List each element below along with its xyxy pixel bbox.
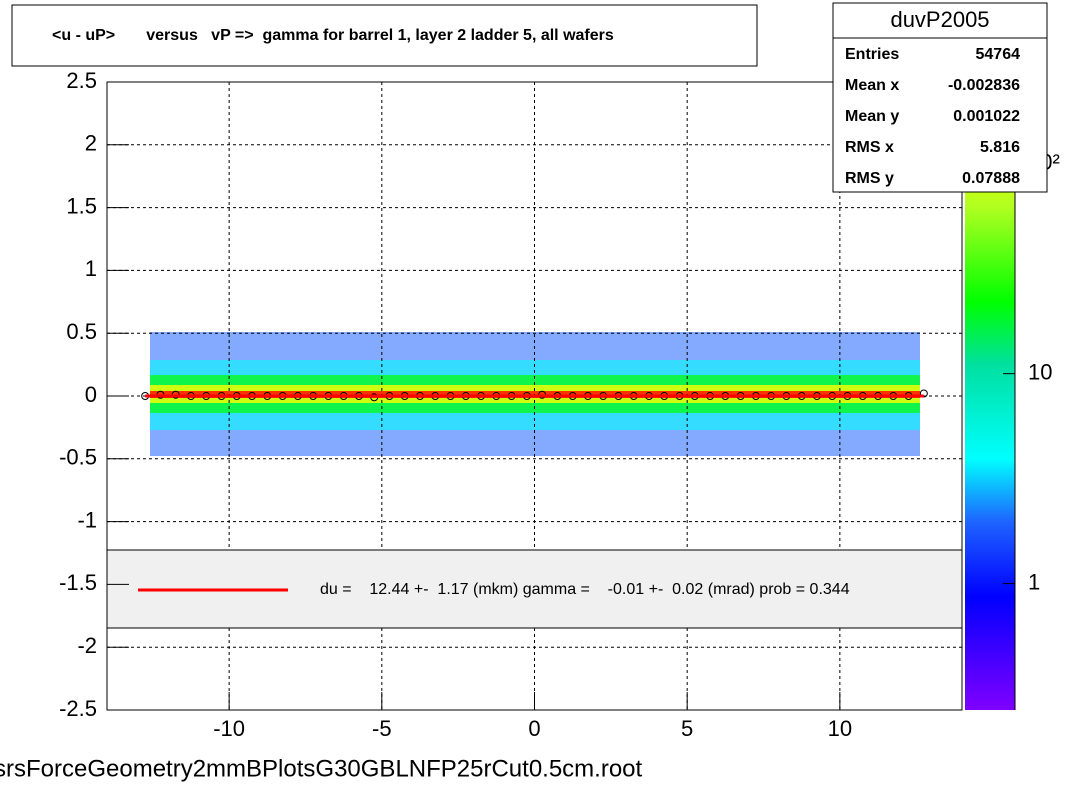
z-tick-label: 10 xyxy=(1028,359,1052,384)
title-box xyxy=(11,4,758,67)
y-tick-label: -1 xyxy=(77,507,97,532)
stats-box xyxy=(832,2,1048,193)
y-tick-label: 1 xyxy=(85,256,97,281)
y-tick-label: 0 xyxy=(85,382,97,407)
footer-filename: srsForceGeometry2mmBPlotsG30GBLNFP25rCut… xyxy=(0,755,643,782)
stats-value: -0.002836 xyxy=(948,77,1020,94)
stats-label: Mean y xyxy=(845,108,899,125)
y-tick-label: 0.5 xyxy=(66,319,97,344)
y-tick-label: -1.5 xyxy=(59,570,97,595)
stats-label: RMS x xyxy=(845,139,894,156)
y-tick-label: -2 xyxy=(77,633,97,658)
stats-label: RMS y xyxy=(845,170,894,187)
stats-value: 0.07888 xyxy=(962,170,1020,187)
stats-value: 0.001022 xyxy=(953,108,1020,125)
y-tick-label: -0.5 xyxy=(59,445,97,470)
stats-title: duvP2005 xyxy=(890,7,989,32)
z-tick-label: 1 xyxy=(1028,569,1040,594)
x-tick-label: 10 xyxy=(828,716,852,741)
stats-label: Entries xyxy=(845,46,899,63)
y-tick-label: 2.5 xyxy=(66,68,97,93)
x-tick-label: -5 xyxy=(372,716,392,741)
stats-value: 54764 xyxy=(976,46,1021,63)
y-tick-label: 1.5 xyxy=(66,193,97,218)
stats-label: Mean x xyxy=(845,77,899,94)
legend-text: du = 12.44 +- 1.17 (mkm) gamma = -0.01 +… xyxy=(320,581,850,598)
stats-value: 5.816 xyxy=(980,139,1020,156)
chart-title: <u - uP> versus vP => gamma for barrel 1… xyxy=(52,27,614,44)
y-tick-label: -2.5 xyxy=(59,696,97,721)
x-tick-label: 0 xyxy=(528,716,540,741)
y-tick-label: 2 xyxy=(85,131,97,156)
x-tick-label: 5 xyxy=(681,716,693,741)
x-tick-label: -10 xyxy=(213,716,245,741)
